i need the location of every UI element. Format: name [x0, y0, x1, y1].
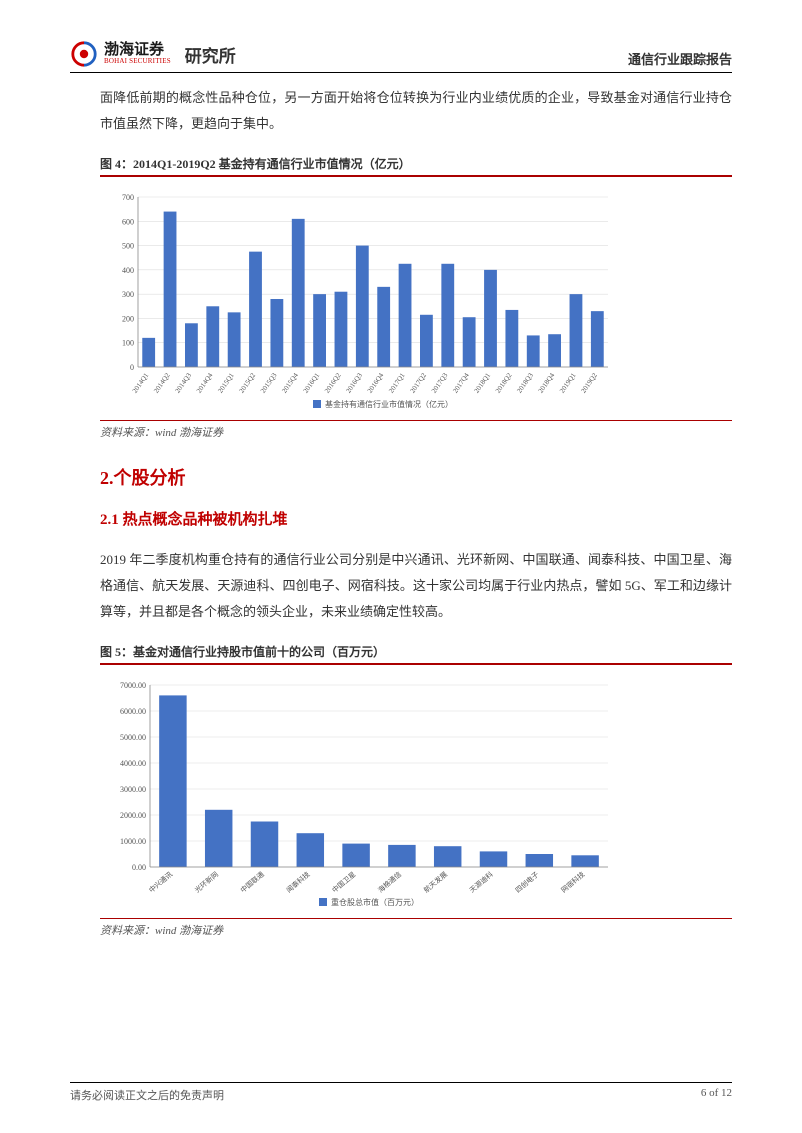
figure-5: 图 5：基金对通信行业持股市值前十的公司（百万元） 0.00 1000.00 200… — [100, 643, 732, 938]
figure-5-title: 图 5：基金对通信行业持股市值前十的公司（百万元） — [100, 643, 732, 665]
svg-text:2016Q1: 2016Q1 — [302, 371, 322, 394]
svg-text:7000.00: 7000.00 — [120, 681, 146, 690]
svg-text:2019Q2: 2019Q2 — [579, 371, 599, 394]
report-type: 通信行业跟踪报告 — [628, 49, 732, 68]
svg-text:2014Q1: 2014Q1 — [131, 371, 151, 394]
intro-paragraph: 面降低前期的概念性品种仓位，另一方面开始将仓位转换为行业内业绩优质的企业，导致基… — [100, 85, 732, 137]
svg-text:2018Q4: 2018Q4 — [537, 371, 557, 394]
svg-text:2014Q3: 2014Q3 — [174, 371, 194, 394]
figure-4-title: 图 4：2014Q1-2019Q2 基金持有通信行业市值情况（亿元） — [100, 155, 732, 177]
figure-4-chart: 0 100 200 300 400 500 600 700 2014Q12014Q22014Q3… — [100, 187, 620, 417]
svg-text:400: 400 — [122, 266, 134, 275]
svg-text:5000.00: 5000.00 — [120, 733, 146, 742]
svg-text:重仓股总市值（百万元）: 重仓股总市值（百万元） — [331, 897, 419, 907]
svg-text:0.00: 0.00 — [132, 863, 146, 872]
page-footer: 请务必阅读正文之后的免责声明 6 of 12 — [70, 1082, 732, 1103]
svg-text:500: 500 — [122, 242, 134, 251]
section-2-heading: 2.个股分析 — [100, 464, 732, 490]
svg-text:3000.00: 3000.00 — [120, 785, 146, 794]
logo-cn-text: 渤海证券 — [104, 42, 171, 59]
svg-text:200: 200 — [122, 314, 134, 323]
svg-text:300: 300 — [122, 290, 134, 299]
svg-text:2015Q3: 2015Q3 — [259, 371, 279, 394]
svg-text:2018Q2: 2018Q2 — [494, 371, 514, 394]
svg-text:海格通信: 海格通信 — [376, 870, 403, 895]
svg-text:基金持有通信行业市值情况（亿元）: 基金持有通信行业市值情况（亿元） — [325, 399, 453, 409]
svg-text:700: 700 — [122, 193, 134, 202]
figure-4-source: 资料来源：wind 渤海证券 — [100, 420, 732, 440]
logo-en-text: BOHAI SECURITIES — [104, 58, 171, 66]
svg-text:6000.00: 6000.00 — [120, 707, 146, 716]
svg-text:闻泰科技: 闻泰科技 — [284, 870, 311, 895]
svg-text:2019Q1: 2019Q1 — [558, 371, 578, 394]
svg-text:2016Q3: 2016Q3 — [344, 371, 364, 394]
svg-text:4000.00: 4000.00 — [120, 759, 146, 768]
svg-text:2018Q3: 2018Q3 — [515, 371, 535, 394]
svg-text:2017Q2: 2017Q2 — [409, 371, 429, 394]
svg-text:2015Q4: 2015Q4 — [280, 371, 300, 394]
svg-text:2018Q1: 2018Q1 — [473, 371, 493, 394]
svg-text:天源迪科: 天源迪科 — [468, 870, 495, 895]
svg-text:2015Q2: 2015Q2 — [238, 371, 258, 394]
svg-text:航天发展: 航天发展 — [422, 870, 449, 895]
svg-text:2017Q4: 2017Q4 — [451, 371, 471, 394]
svg-text:2014Q2: 2014Q2 — [152, 371, 172, 394]
svg-text:中国联通: 中国联通 — [239, 870, 266, 895]
svg-text:2016Q4: 2016Q4 — [366, 371, 386, 394]
svg-text:1000.00: 1000.00 — [120, 837, 146, 846]
section-2-1-paragraph: 2019 年二季度机构重仓持有的通信行业公司分别是中兴通讯、光环新网、中国联通、… — [100, 547, 732, 625]
svg-text:四创电子: 四创电子 — [513, 870, 540, 895]
svg-text:0: 0 — [130, 363, 134, 372]
figure-4: 图 4：2014Q1-2019Q2 基金持有通信行业市值情况（亿元） 0 100 2… — [100, 155, 732, 440]
institute-label: 研究所 — [185, 42, 236, 67]
svg-text:2017Q3: 2017Q3 — [430, 371, 450, 394]
footer-disclaimer: 请务必阅读正文之后的免责声明 — [70, 1087, 224, 1103]
page-header: 渤海证券 BOHAI SECURITIES 研究所 通信行业跟踪报告 — [70, 40, 732, 73]
svg-text:光环新网: 光环新网 — [193, 870, 220, 895]
footer-page-number: 6 of 12 — [701, 1087, 732, 1103]
figure-5-chart: 0.00 1000.00 2000.00 3000.00 4000.00 5000.00 6… — [100, 675, 620, 915]
svg-text:600: 600 — [122, 217, 134, 226]
svg-text:100: 100 — [122, 339, 134, 348]
section-2-1-heading: 2.1 热点概念品种被机构扎堆 — [100, 508, 732, 529]
svg-text:2000.00: 2000.00 — [120, 811, 146, 820]
svg-text:2017Q1: 2017Q1 — [387, 371, 407, 394]
svg-text:网宿科技: 网宿科技 — [559, 870, 586, 895]
svg-text:2015Q1: 2015Q1 — [216, 371, 236, 394]
svg-text:2014Q4: 2014Q4 — [195, 371, 215, 394]
logo-block: 渤海证券 BOHAI SECURITIES 研究所 — [70, 40, 236, 68]
svg-text:中兴通讯: 中兴通讯 — [147, 870, 174, 895]
svg-text:中国卫星: 中国卫星 — [330, 870, 357, 895]
svg-text:2016Q2: 2016Q2 — [323, 371, 343, 394]
figure-5-source: 资料来源：wind 渤海证券 — [100, 918, 732, 938]
bohai-logo-icon — [70, 40, 98, 68]
